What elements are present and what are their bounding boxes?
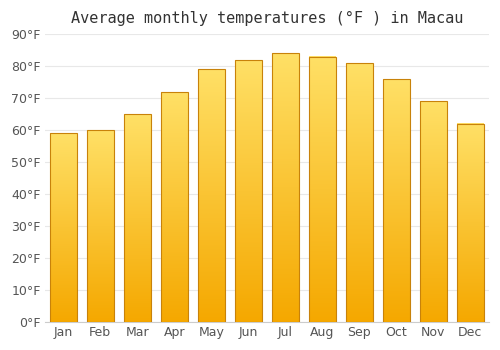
Bar [198,69,224,322]
Bar [272,54,298,322]
Bar [457,124,483,322]
Bar [383,79,409,322]
Bar [235,60,262,322]
Bar [309,57,336,322]
Bar [161,92,188,322]
Bar [124,114,150,322]
Bar [50,133,76,322]
Bar [87,130,114,322]
Bar [346,63,372,322]
Title: Average monthly temperatures (°F ) in Macau: Average monthly temperatures (°F ) in Ma… [70,11,463,26]
Bar [420,101,446,322]
